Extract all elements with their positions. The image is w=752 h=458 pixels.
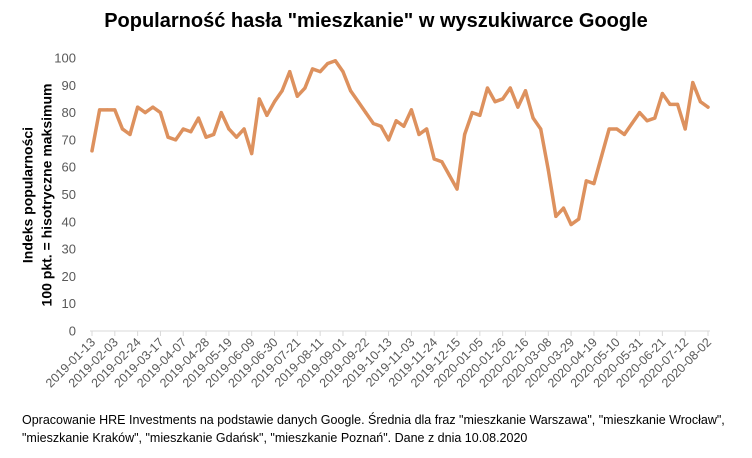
data-point bbox=[417, 132, 421, 137]
data-point bbox=[599, 154, 604, 158]
y-tick-label: 0 bbox=[69, 324, 76, 339]
data-point bbox=[501, 97, 505, 101]
data-point bbox=[128, 132, 132, 137]
data-point bbox=[295, 94, 299, 98]
data-point bbox=[592, 181, 596, 186]
data-point bbox=[98, 108, 102, 112]
data-point bbox=[447, 173, 452, 177]
y-tick-label: 10 bbox=[62, 296, 76, 311]
data-point bbox=[425, 127, 429, 131]
data-point bbox=[174, 138, 178, 142]
data-point bbox=[280, 89, 284, 93]
data-point bbox=[326, 61, 330, 66]
data-point bbox=[637, 111, 642, 115]
data-point bbox=[318, 70, 322, 74]
data-point bbox=[189, 130, 193, 134]
data-point bbox=[478, 113, 482, 117]
data-point bbox=[288, 70, 292, 74]
data-point bbox=[531, 116, 535, 120]
data-point bbox=[371, 121, 375, 126]
data-point bbox=[493, 100, 497, 104]
data-point bbox=[470, 111, 474, 115]
line-chart-plot: 01020304050607080901002019-01-132019-02-… bbox=[43, 51, 714, 391]
data-point bbox=[523, 89, 528, 93]
data-point bbox=[219, 111, 223, 115]
data-point bbox=[402, 124, 406, 128]
data-point bbox=[516, 105, 520, 109]
data-point bbox=[120, 127, 125, 131]
data-point bbox=[463, 132, 467, 137]
data-point bbox=[386, 138, 391, 142]
data-point bbox=[265, 113, 269, 117]
data-point bbox=[90, 149, 94, 153]
data-point bbox=[242, 127, 246, 131]
data-point bbox=[364, 111, 368, 115]
data-point bbox=[691, 80, 695, 85]
data-point bbox=[577, 217, 581, 221]
data-point bbox=[303, 86, 307, 90]
data-point bbox=[698, 100, 703, 104]
data-point bbox=[348, 89, 353, 93]
source-footnote: Opracowanie HRE Investments na podstawie… bbox=[22, 413, 725, 445]
y-tick-label: 90 bbox=[62, 78, 76, 93]
data-point bbox=[569, 222, 573, 227]
series-line bbox=[90, 58, 710, 227]
data-point bbox=[706, 105, 710, 109]
data-point bbox=[136, 105, 140, 109]
data-point bbox=[158, 111, 163, 115]
data-point bbox=[546, 168, 550, 172]
data-point bbox=[660, 91, 664, 96]
y-tick-label: 40 bbox=[62, 214, 76, 229]
data-point bbox=[668, 102, 672, 107]
data-point bbox=[561, 206, 566, 210]
data-point bbox=[113, 108, 117, 112]
data-point bbox=[645, 119, 649, 123]
data-point bbox=[409, 108, 414, 112]
data-point bbox=[455, 187, 459, 191]
data-point bbox=[310, 67, 315, 71]
data-point bbox=[234, 135, 239, 139]
y-tick-label: 100 bbox=[54, 51, 76, 66]
data-point bbox=[485, 86, 490, 90]
data-point bbox=[554, 214, 558, 218]
data-point bbox=[622, 132, 626, 137]
y-tick-label: 60 bbox=[62, 160, 76, 175]
data-point bbox=[356, 100, 360, 104]
data-point bbox=[257, 97, 261, 101]
data-point bbox=[333, 59, 337, 63]
data-point bbox=[105, 108, 109, 112]
data-point bbox=[341, 70, 345, 74]
y-tick-label: 30 bbox=[62, 242, 76, 257]
data-point bbox=[204, 135, 208, 139]
data-point bbox=[181, 127, 185, 131]
data-point bbox=[630, 121, 634, 126]
data-point bbox=[584, 179, 588, 183]
data-point bbox=[196, 116, 201, 120]
data-point bbox=[212, 132, 216, 137]
data-point bbox=[143, 111, 147, 115]
data-point bbox=[379, 124, 383, 128]
chart-title: Popularność hasła "mieszkanie" w wyszuki… bbox=[104, 10, 648, 32]
data-point bbox=[675, 102, 680, 107]
data-point bbox=[432, 157, 436, 161]
data-point bbox=[683, 127, 687, 131]
data-point bbox=[539, 127, 543, 131]
data-point bbox=[272, 100, 277, 104]
y-tick-label: 20 bbox=[62, 269, 76, 284]
data-point bbox=[227, 127, 231, 131]
data-point bbox=[394, 119, 398, 123]
y-tick-label: 70 bbox=[62, 132, 76, 147]
data-point bbox=[615, 127, 619, 131]
data-point bbox=[166, 135, 170, 139]
y-tick-label: 80 bbox=[62, 105, 76, 120]
data-point bbox=[653, 116, 657, 120]
y-tick-label: 50 bbox=[62, 187, 76, 202]
data-point bbox=[508, 86, 512, 90]
data-point bbox=[607, 127, 611, 131]
data-point bbox=[151, 105, 155, 109]
data-point bbox=[250, 151, 254, 156]
data-point bbox=[440, 160, 444, 164]
